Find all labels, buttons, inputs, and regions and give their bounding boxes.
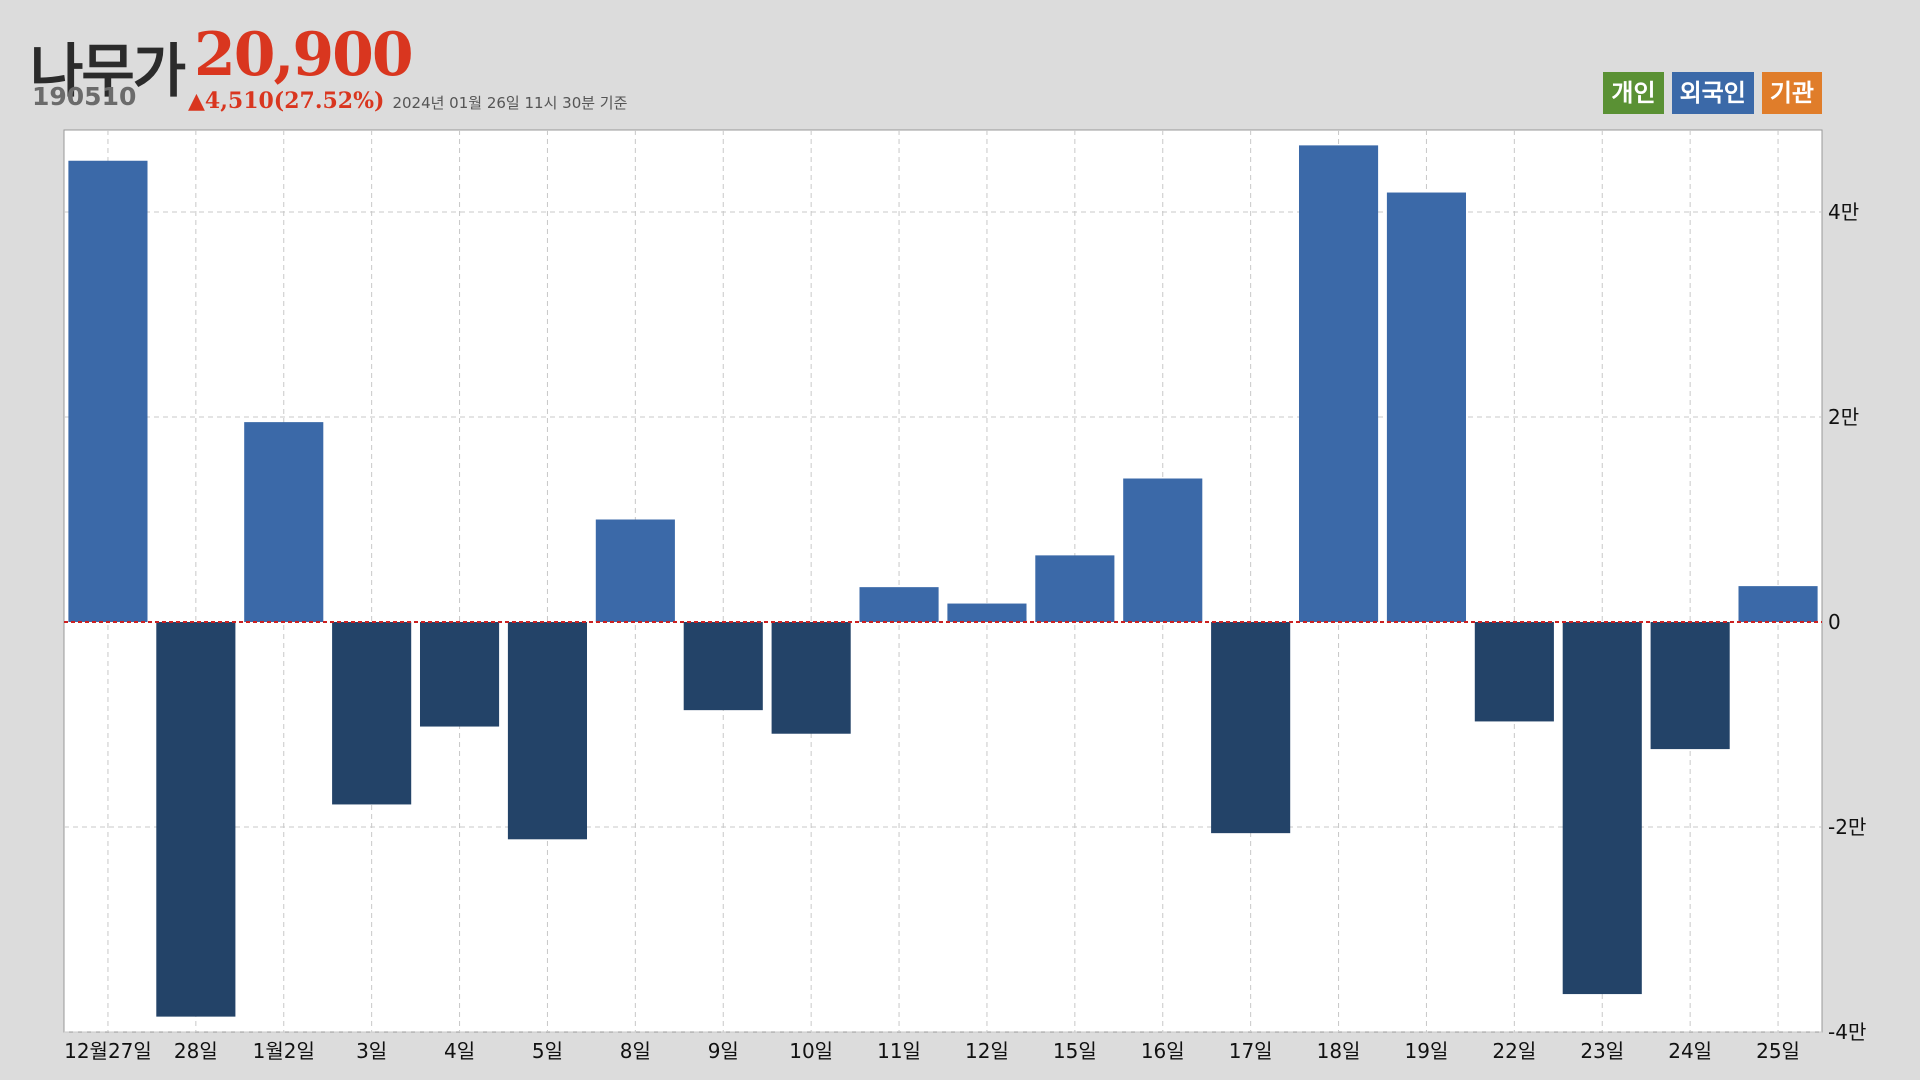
bar — [332, 622, 412, 805]
chart-header: 나무가 20,900 190510 ▲4,510(27.52%) 2024년 01… — [30, 18, 1830, 118]
x-tick-label: 4일 — [444, 1039, 475, 1063]
bar — [1562, 622, 1642, 995]
stock-name: 나무가 — [30, 37, 186, 105]
bar — [1386, 192, 1467, 622]
x-tick-label: 15일 — [1053, 1039, 1097, 1063]
x-tick-label: 10일 — [789, 1039, 833, 1063]
x-tick-label: 5일 — [532, 1039, 563, 1063]
x-tick-label: 23일 — [1580, 1039, 1624, 1063]
bar — [771, 622, 851, 734]
legend-item-institution[interactable]: 기관 — [1761, 72, 1822, 114]
x-tick-label: 11일 — [877, 1039, 921, 1063]
plot-area — [63, 129, 1823, 1033]
bar — [947, 603, 1027, 622]
y-tick-label: -2만 — [1828, 815, 1866, 839]
price-change-row: ▲4,510(27.52%) 2024년 01월 26일 11시 30분 기준 — [188, 88, 627, 114]
x-tick-label: 28일 — [174, 1039, 218, 1063]
stock-code: 190510 — [32, 82, 137, 111]
bar — [1738, 586, 1818, 622]
x-tick-label: 9일 — [708, 1039, 739, 1063]
bar — [683, 622, 763, 711]
x-tick-label: 8일 — [620, 1039, 651, 1063]
bar — [507, 622, 588, 840]
bar — [1298, 145, 1379, 622]
bar — [156, 622, 236, 1017]
up-arrow-icon: ▲ — [188, 89, 205, 114]
y-tick-label: 2만 — [1828, 405, 1859, 429]
x-tick-label: 12일 — [965, 1039, 1009, 1063]
y-tick-label: -4만 — [1828, 1020, 1866, 1044]
timestamp: 2024년 01월 26일 11시 30분 기준 — [392, 94, 628, 112]
bar — [1474, 622, 1554, 722]
bar — [1211, 622, 1291, 834]
legend-item-foreign[interactable]: 외국인 — [1671, 72, 1754, 114]
bar — [595, 519, 675, 622]
y-tick-label: 4만 — [1828, 200, 1859, 224]
legend-item-individual[interactable]: 개인 — [1603, 72, 1664, 114]
x-tick-label: 3일 — [356, 1039, 387, 1063]
y-tick-label: 0 — [1828, 610, 1841, 634]
x-tick-label: 25일 — [1756, 1039, 1800, 1063]
x-tick-label: 12월27일 — [64, 1039, 152, 1063]
bar — [68, 160, 148, 622]
x-tick-label: 17일 — [1229, 1039, 1273, 1063]
x-tick-label: 1월2일 — [253, 1039, 315, 1063]
x-tick-label: 22일 — [1492, 1039, 1536, 1063]
x-tick-label: 18일 — [1317, 1039, 1361, 1063]
legend: 개인 외국인 기관 — [1603, 72, 1822, 114]
x-tick-label: 19일 — [1405, 1039, 1449, 1063]
bar — [1650, 622, 1730, 750]
bar — [1123, 478, 1203, 622]
bar — [419, 622, 500, 727]
bar — [1035, 555, 1115, 622]
stock-price: 20,900 — [194, 20, 414, 90]
x-tick-label: 24일 — [1668, 1039, 1712, 1063]
bar — [244, 422, 324, 622]
price-change: 4,510(27.52%) — [204, 88, 385, 114]
bar — [859, 587, 939, 622]
x-tick-label: 16일 — [1141, 1039, 1185, 1063]
